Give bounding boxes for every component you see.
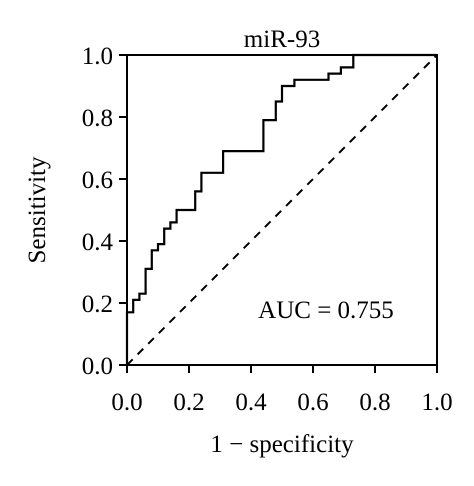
y-axis-tick-labels: 0.0 0.2 0.4 0.6 0.8 1.0 — [82, 43, 114, 380]
chart-title: miR-93 — [244, 26, 320, 53]
x-axis-ticks — [126, 365, 438, 373]
x-axis-title: 1 − specificity — [210, 431, 354, 458]
roc-curve-line — [125, 53, 437, 365]
x-axis-tick-labels: 0.0 0.2 0.4 0.6 0.8 1.0 — [111, 389, 452, 416]
y-axis-ticks — [119, 54, 127, 366]
y-axis-title: Sensitivity — [24, 156, 51, 263]
x-tick-label: 0.0 — [111, 389, 142, 416]
x-tick-label: 0.2 — [173, 389, 204, 416]
y-tick-label: 0.0 — [82, 353, 113, 380]
x-tick-label: 0.8 — [359, 389, 390, 416]
y-tick-label: 0.4 — [82, 229, 114, 256]
x-tick-label: 0.6 — [297, 389, 328, 416]
reference-diagonal-line — [126, 54, 438, 366]
y-tick-label: 0.8 — [82, 105, 113, 132]
x-tick-label: 1.0 — [421, 389, 452, 416]
y-tick-label: 0.2 — [82, 291, 113, 318]
auc-annotation: AUC = 0.755 — [258, 297, 394, 324]
plot-frame — [126, 54, 438, 366]
y-tick-label: 1.0 — [82, 43, 113, 70]
y-tick-label: 0.6 — [82, 167, 113, 194]
x-tick-label: 0.4 — [235, 389, 267, 416]
